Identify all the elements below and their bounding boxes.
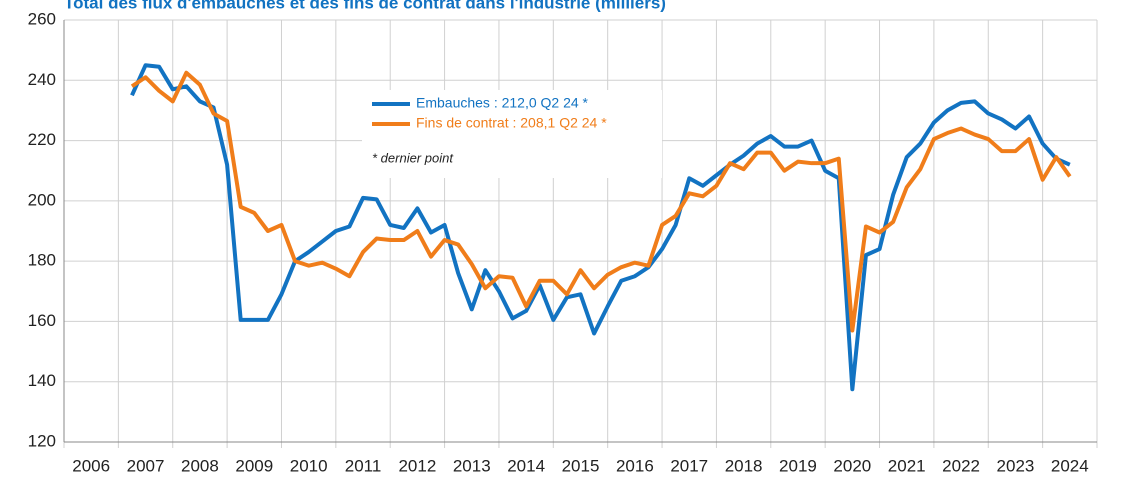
x-tick-label: 2015 <box>562 456 600 475</box>
x-tick-label: 2019 <box>779 456 817 475</box>
x-tick-label: 2007 <box>127 456 165 475</box>
x-tick-label: 2014 <box>507 456 545 475</box>
y-tick-label: 120 <box>28 431 56 450</box>
annotation: * dernier point <box>372 150 454 165</box>
x-tick-label: 2012 <box>398 456 436 475</box>
y-tick-label: 220 <box>28 130 56 149</box>
y-tick-label: 260 <box>28 9 56 28</box>
series-line <box>130 70 1072 333</box>
x-tick-label: 2020 <box>833 456 871 475</box>
x-tick-label: 2018 <box>725 456 763 475</box>
x-tick-label: 2016 <box>616 456 654 475</box>
y-tick-label: 200 <box>28 190 56 209</box>
x-tick-label: 2006 <box>72 456 110 475</box>
y-tick-label: 140 <box>28 371 56 390</box>
chart-title: Total des flux d'embauches et des fins d… <box>64 0 666 12</box>
x-tick-label: 2022 <box>942 456 980 475</box>
x-tick-label: 2010 <box>290 456 328 475</box>
series-line <box>130 63 1071 392</box>
x-tick-label: 2008 <box>181 456 219 475</box>
x-tick-label: 2017 <box>670 456 708 475</box>
y-tick-label: 180 <box>28 251 56 270</box>
x-tick-label: 2021 <box>888 456 926 475</box>
y-tick-label: 240 <box>28 70 56 89</box>
legend-label: Embauches : 212,0 Q2 24 * <box>416 95 589 111</box>
y-tick-label: 160 <box>28 311 56 330</box>
legend-box <box>362 90 662 178</box>
x-tick-label: 2011 <box>345 456 382 475</box>
x-tick-label: 2023 <box>997 456 1035 475</box>
x-tick-label: 2013 <box>453 456 491 475</box>
x-tick-label: 2009 <box>235 456 273 475</box>
legend-label: Fins de contrat : 208,1 Q2 24 * <box>416 115 607 131</box>
x-tick-label: 2024 <box>1051 456 1089 475</box>
